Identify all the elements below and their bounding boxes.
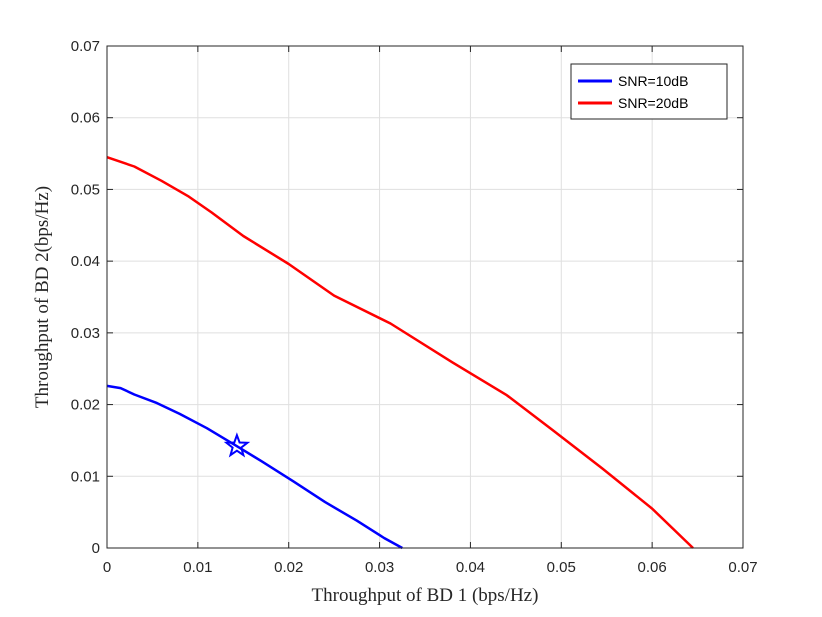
star-marker-snr-10db xyxy=(223,432,251,458)
x-tick-labels: 0 0.01 0.02 0.03 0.04 0.05 0.06 0.07 xyxy=(103,559,758,576)
legend-label-snr-10db: SNR=10dB xyxy=(618,73,688,89)
x-tick-label: 0 xyxy=(103,559,111,576)
y-tick-label: 0.06 xyxy=(71,110,100,127)
y-axis-label: Throughput of BD 2(bps/Hz) xyxy=(32,186,53,408)
x-tick-label: 0.02 xyxy=(274,559,303,576)
y-tick-label: 0.02 xyxy=(71,397,100,414)
y-tick-label: 0.01 xyxy=(71,468,100,485)
y-tick-label: 0.04 xyxy=(71,253,100,270)
y-tick-label: 0.05 xyxy=(71,181,100,198)
legend: SNR=10dB SNR=20dB xyxy=(570,63,728,120)
legend-label-snr-20db: SNR=20dB xyxy=(618,95,688,111)
legend-box xyxy=(570,63,728,120)
x-tick-label: 0.06 xyxy=(638,559,667,576)
series-layer xyxy=(106,156,694,550)
ticks xyxy=(106,45,744,549)
x-tick-label: 0.03 xyxy=(365,559,394,576)
series-line-snr-10db xyxy=(106,384,403,550)
x-axis-label: Throughput of BD 1 (bps/Hz) xyxy=(312,585,539,606)
plot-background xyxy=(107,46,743,548)
y-tick-labels: 0 0.01 0.02 0.03 0.04 0.05 0.06 0.07 xyxy=(71,38,100,557)
x-tick-label: 0.04 xyxy=(456,559,485,576)
series-line-snr-20db xyxy=(106,156,694,549)
marker-layer xyxy=(223,432,251,458)
x-tick-label: 0.01 xyxy=(183,559,212,576)
x-tick-label: 0.07 xyxy=(728,559,757,576)
y-tick-label: 0.03 xyxy=(71,325,100,342)
y-tick-label: 0 xyxy=(92,540,100,557)
plot-frame xyxy=(106,45,744,549)
y-tick-label: 0.07 xyxy=(71,38,100,55)
x-tick-label: 0.05 xyxy=(547,559,576,576)
grid xyxy=(107,46,743,548)
